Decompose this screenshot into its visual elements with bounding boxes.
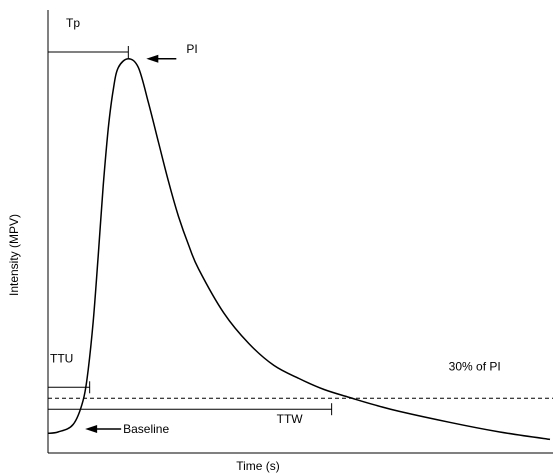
- baseline-label: Baseline: [123, 422, 169, 436]
- intensity-curve: [47, 58, 551, 441]
- pi-label: PI: [186, 42, 197, 56]
- threshold-label: 30% of PI: [449, 359, 501, 373]
- tp-bracket: [47, 46, 129, 58]
- pi-arrow: [146, 54, 177, 63]
- x-axis-label: Time (s): [236, 459, 280, 473]
- ttw-label: TTW: [277, 412, 304, 426]
- ttu-bracket: [47, 381, 91, 394]
- ttw-bracket: [47, 403, 333, 416]
- tp-label: Tp: [66, 16, 80, 30]
- ttu-label: TTU: [50, 351, 73, 365]
- y-axis-label: Intensity (MPV): [7, 214, 21, 296]
- baseline-arrow: [85, 424, 122, 433]
